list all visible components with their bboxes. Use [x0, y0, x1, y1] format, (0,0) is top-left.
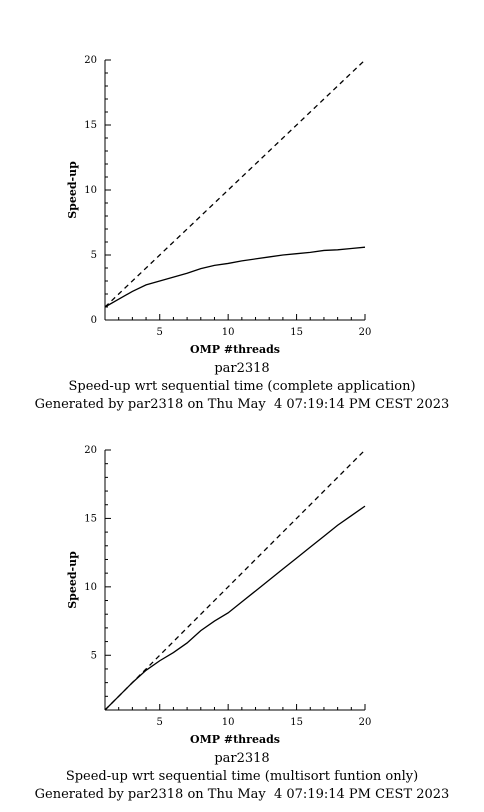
- y-tick-label: 15: [84, 513, 97, 524]
- x-axis-label: OMP #threads: [190, 343, 280, 356]
- y-axis-label: Speed-up: [66, 551, 79, 609]
- chart-subtitle: par2318: [214, 751, 269, 766]
- x-tick-label: 5: [157, 327, 163, 338]
- measured-speedup-line: [104, 246, 366, 308]
- x-tick-label: 15: [290, 327, 303, 338]
- ideal-speedup-line: [104, 59, 366, 308]
- y-tick-label: 20: [84, 55, 97, 66]
- chart-marks: [104, 59, 366, 308]
- chart-multisort-function: 5 10 15 20 5 10 15 20 OMP #threads Speed-up par…: [35, 445, 450, 802]
- chart-axes: 0 5 10 15 20 5 10 15 20: [84, 55, 371, 338]
- chart-marks: [104, 449, 366, 711]
- chart-title: Speed-up wrt sequential time (multisort …: [66, 769, 418, 784]
- x-tick-label: 5: [157, 717, 163, 728]
- chart-title: Speed-up wrt sequential time (complete a…: [68, 379, 415, 394]
- y-axis-label: Speed-up: [66, 161, 79, 219]
- x-tick-label: 20: [359, 717, 372, 728]
- y-tick-label: 20: [84, 445, 97, 456]
- chart-complete-application: 0 5 10 15 20 5 10 15 20 OMP #threads Speed-up pa…: [35, 55, 450, 412]
- y-tick-label: 10: [84, 185, 97, 196]
- ideal-speedup-line: [104, 449, 366, 711]
- x-tick-label: 15: [290, 717, 303, 728]
- x-tick-label: 20: [359, 327, 372, 338]
- chart-footer: Generated by par2318 on Thu May 4 07:19:…: [35, 397, 450, 412]
- measured-speedup-line: [104, 505, 366, 711]
- x-axis-label: OMP #threads: [190, 733, 280, 746]
- x-tick-label: 10: [222, 327, 235, 338]
- chart-axes: 5 10 15 20 5 10 15 20: [84, 445, 371, 728]
- y-tick-label: 5: [91, 250, 97, 261]
- y-tick-label: 10: [84, 582, 97, 593]
- y-tick-label: 5: [91, 650, 97, 661]
- chart-footer: Generated by par2318 on Thu May 4 07:19:…: [35, 787, 450, 802]
- x-tick-label: 10: [222, 717, 235, 728]
- y-tick-label: 15: [84, 120, 97, 131]
- chart-subtitle: par2318: [214, 361, 269, 376]
- y-tick-label: 0: [91, 315, 97, 326]
